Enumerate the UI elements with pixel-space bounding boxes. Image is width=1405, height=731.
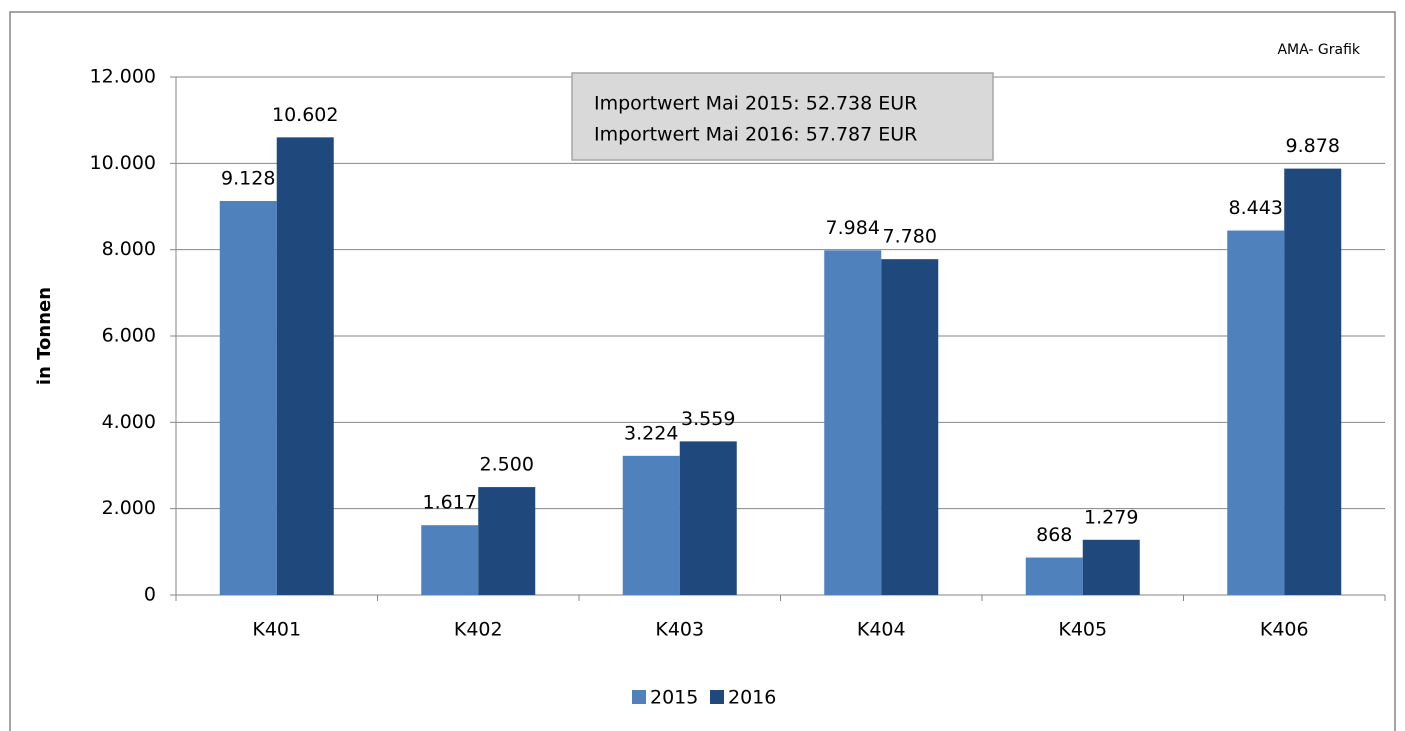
bar <box>881 259 939 595</box>
value-label: 3.224 <box>624 422 678 444</box>
value-label: 2.500 <box>480 454 534 476</box>
value-label: 7.984 <box>826 217 880 239</box>
y-axis-title: in Tonnen <box>34 287 55 385</box>
y-tick-label: 6.000 <box>102 325 156 347</box>
y-tick-label: 10.000 <box>90 152 156 174</box>
legend-swatch <box>632 690 646 704</box>
value-label: 868 <box>1036 524 1072 546</box>
value-label: 8.443 <box>1229 197 1283 219</box>
y-tick-label: 8.000 <box>102 238 156 260</box>
value-label: 10.602 <box>272 104 338 126</box>
value-label: 9.128 <box>221 167 275 189</box>
bar <box>824 250 882 595</box>
x-tick-label: K401 <box>252 619 301 641</box>
source-note: AMA- Grafik <box>1277 42 1360 58</box>
x-tick-label: K402 <box>454 619 503 641</box>
x-tick-label: K404 <box>857 619 906 641</box>
x-tick-label: K405 <box>1058 619 1107 641</box>
legend-swatch <box>710 690 724 704</box>
x-tick-label: K403 <box>655 619 704 641</box>
bar <box>276 137 334 596</box>
bar <box>478 487 536 595</box>
value-label: 3.559 <box>681 408 735 430</box>
legend-label: 2016 <box>728 687 776 709</box>
legend-label: 2015 <box>650 687 698 709</box>
bar <box>679 441 737 595</box>
value-label: 7.780 <box>883 226 937 248</box>
value-label: 9.878 <box>1286 135 1340 157</box>
y-tick-label: 0 <box>144 584 156 606</box>
value-label: 1.617 <box>423 492 477 514</box>
bar <box>1227 230 1285 596</box>
bar <box>622 455 680 595</box>
value-label: 1.279 <box>1084 506 1138 528</box>
annotation-text: Importwert Mai 2016: 57.787 EUR <box>594 124 917 146</box>
annotation-box <box>571 72 994 161</box>
y-tick-label: 12.000 <box>90 66 156 88</box>
y-tick-label: 2.000 <box>102 497 156 519</box>
bar <box>1025 557 1083 595</box>
annotation-text: Importwert Mai 2015: 52.738 EUR <box>594 93 917 115</box>
x-tick-label: K406 <box>1260 619 1309 641</box>
y-tick-label: 4.000 <box>102 411 156 433</box>
bar <box>1082 539 1140 595</box>
bar <box>1284 168 1342 595</box>
bar <box>421 525 479 595</box>
bar <box>219 200 277 595</box>
